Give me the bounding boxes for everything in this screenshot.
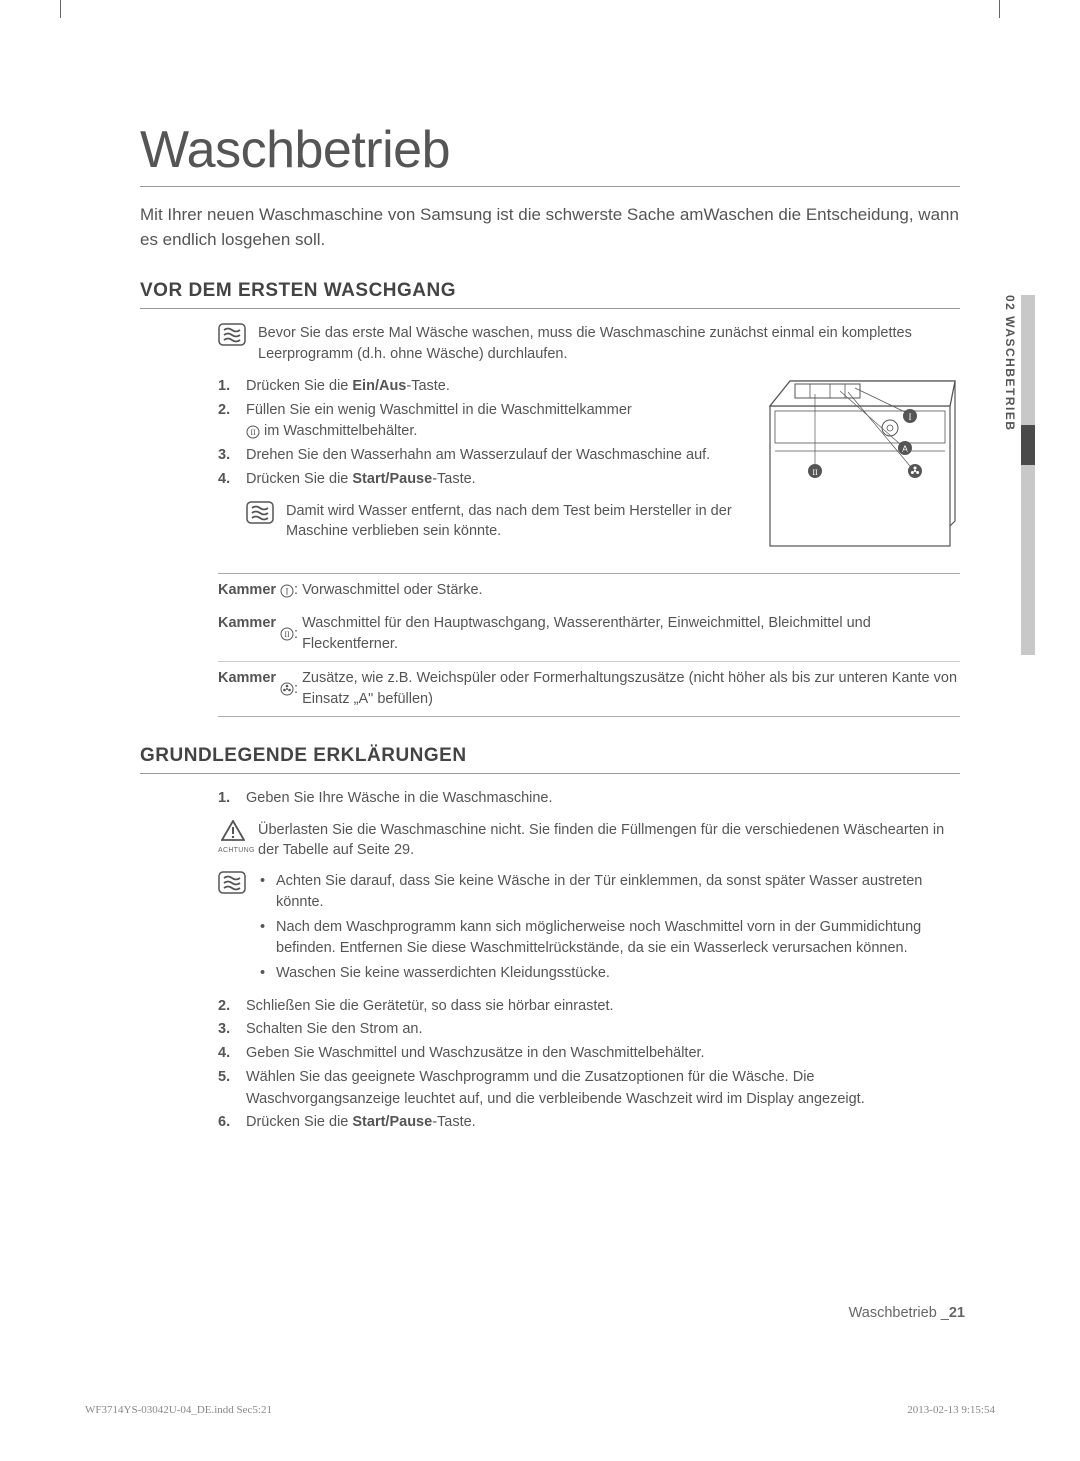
svg-text:II: II <box>250 428 256 437</box>
note-tips: Achten Sie darauf, dass Sie keine Wäsche… <box>218 871 960 984</box>
compartment-softener-icon: : <box>280 668 298 710</box>
slug-file: WF3714YS-03042U-04_DE.indd Sec5:21 <box>85 1404 272 1416</box>
warning-overload: ACHTUNG Überlasten Sie die Waschmaschine… <box>218 820 960 861</box>
tips-list: Achten Sie darauf, dass Sie keine Wäsche… <box>258 871 960 984</box>
step-2: 2. Füllen Sie ein wenig Waschmittel in d… <box>218 400 740 444</box>
svg-text:I: I <box>909 412 912 422</box>
bullet-3: Waschen Sie keine wasserdichten Kleidung… <box>258 963 960 984</box>
svg-text:II: II <box>812 468 818 477</box>
note-first-wash: Bevor Sie das erste Mal Wäsche waschen, … <box>218 323 960 364</box>
section1-content: Bevor Sie das erste Mal Wäsche waschen, … <box>140 323 960 717</box>
section2-heading: GRUNDLEGENDE ERKLÄRUNGEN <box>140 745 960 774</box>
print-slug: WF3714YS-03042U-04_DE.indd Sec5:21 2013-… <box>85 1404 995 1416</box>
warning-icon <box>221 820 245 841</box>
note2-text: Damit wird Wasser entfernt, das nach dem… <box>286 501 740 542</box>
section2-content: 1. Geben Sie Ihre Wäsche in die Waschmas… <box>140 788 960 1134</box>
main-title: Waschbetrieb <box>140 120 960 187</box>
note1-text: Bevor Sie das erste Mal Wäsche waschen, … <box>258 323 960 364</box>
svg-text:II: II <box>284 630 290 639</box>
compartment-table: Kammer I: Vorwaschmittel oder Stärke. Ka… <box>218 573 960 717</box>
section2: GRUNDLEGENDE ERKLÄRUNGEN 1. Geben Sie Ih… <box>140 745 960 1134</box>
compartment-ii-icon: II <box>246 425 260 439</box>
page-content: Waschbetrieb Mit Ihrer neuen Waschmaschi… <box>140 120 960 1144</box>
washer-diagram: I A II <box>760 376 960 551</box>
bullet-2: Nach dem Waschprogramm kann sich möglich… <box>258 917 960 959</box>
slug-date: 2013-02-13 9:15:54 <box>907 1404 995 1416</box>
s2-step-6: 6. Drücken Sie die Start/Pause-Taste. <box>218 1112 960 1134</box>
s2-step-1: 1. Geben Sie Ihre Wäsche in die Waschmas… <box>218 788 960 810</box>
intro-text: Mit Ihrer neuen Waschmaschine von Samsun… <box>140 203 960 252</box>
note-water-removal: Damit wird Wasser entfernt, das nach dem… <box>246 501 740 542</box>
s2-step-3: 3. Schalten Sie den Strom an. <box>218 1019 960 1041</box>
section1-heading: VOR DEM ERSTEN WASCHGANG <box>140 280 960 309</box>
compartment-row-3: Kammer : Zusätze, wie z.B. Weichspüler o… <box>218 661 960 716</box>
compartment-row-1: Kammer I: Vorwaschmittel oder Stärke. <box>218 574 960 607</box>
step-3: 3. Drehen Sie den Wasserhahn am Wasserzu… <box>218 445 740 467</box>
svg-text:I: I <box>286 586 289 596</box>
compartment-i-icon: I: <box>280 580 298 601</box>
page-number: 21 <box>949 1305 965 1321</box>
note-icon <box>218 871 246 894</box>
svg-text:A: A <box>902 444 908 454</box>
crop-marks <box>0 0 1080 25</box>
section1-steps: 1. Drücken Sie die Ein/Aus-Taste. 2. Fül… <box>218 376 740 491</box>
bullet-1: Achten Sie darauf, dass Sie keine Wäsche… <box>258 871 960 913</box>
warning-label: ACHTUNG <box>218 847 248 854</box>
note-icon <box>218 323 246 346</box>
s2-step-2: 2. Schließen Sie die Gerätetür, so dass … <box>218 996 960 1018</box>
page-footer: Waschbetrieb _21 <box>849 1305 965 1321</box>
side-tab-label: 02 WASCHBETRIEB <box>1003 295 1017 432</box>
s2-step-4: 4. Geben Sie Waschmittel und Waschzusätz… <box>218 1043 960 1065</box>
compartment-row-2: Kammer II: Waschmittel für den Hauptwasc… <box>218 607 960 661</box>
warning-text: Überlasten Sie die Waschmaschine nicht. … <box>258 820 960 861</box>
step-1: 1. Drücken Sie die Ein/Aus-Taste. <box>218 376 740 398</box>
s2-step-5: 5. Wählen Sie das geeignete Waschprogram… <box>218 1067 960 1111</box>
step-4: 4. Drücken Sie die Start/Pause-Taste. <box>218 469 740 491</box>
section2-steps-rest: 2. Schließen Sie die Gerätetür, so dass … <box>218 996 960 1135</box>
compartment-ii-icon: II: <box>280 613 298 655</box>
side-tab: 02 WASCHBETRIEB <box>1007 295 1035 655</box>
note-icon <box>246 501 274 524</box>
